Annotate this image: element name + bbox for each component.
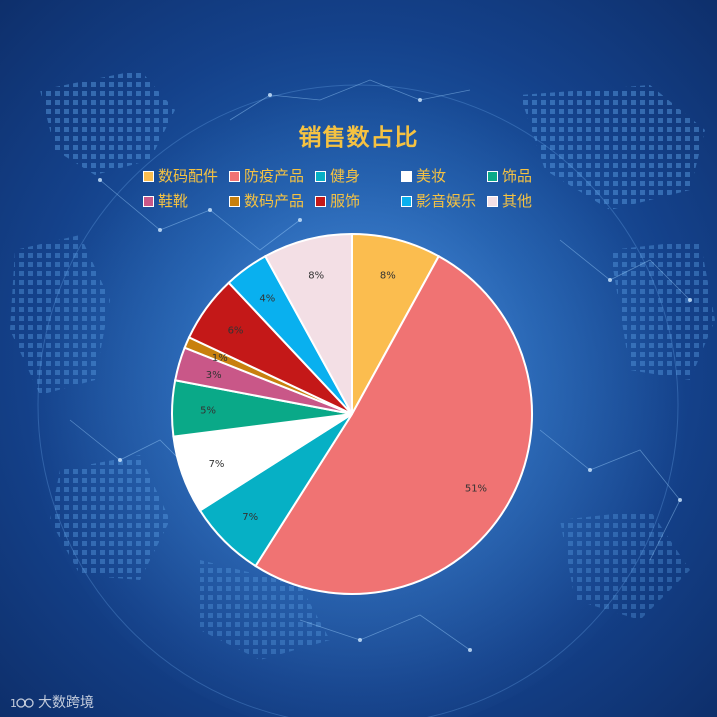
legend-label: 健身 [330,167,361,185]
legend-swatch [229,170,240,182]
pie-slice[interactable] [254,254,533,595]
legend-label: 饰品 [502,167,533,185]
legend-item[interactable]: 防疫产品 [229,167,304,185]
slice-label: 7% [209,459,225,470]
legend-label: 数码产品 [244,192,305,210]
legend-label: 其他 [502,192,533,210]
legend-swatch [143,170,154,182]
legend-swatch [487,195,498,207]
slice-label: 8% [380,271,396,282]
chart-legend: 数码配件 防疫产品 健身 美妆 饰品鞋靴 数码产品 服饰 影音娱乐 其他 [0,0,717,220]
slice-label: 7% [242,512,258,523]
legend-swatch [401,170,412,182]
legend-swatch [401,195,412,207]
legend-label: 鞋靴 [158,192,189,210]
legend-label: 数码配件 [158,167,219,185]
watermark-text: 大数跨境 [38,695,94,711]
legend-label: 美妆 [416,167,447,185]
watermark: 1 大数跨境 [10,692,94,712]
pie-slice[interactable] [351,232,441,415]
slice-label: 51% [465,483,487,494]
legend-item[interactable]: 数码产品 [229,192,304,210]
legend-item[interactable]: 美妆 [401,167,446,185]
legend-item[interactable]: 服饰 [315,192,360,210]
legend-label: 影音娱乐 [416,192,477,210]
legend-item[interactable]: 健身 [315,167,360,185]
slice-label: 5% [200,405,216,416]
slice-label: 6% [228,325,244,336]
legend-swatch [487,170,498,182]
legend-item[interactable]: 鞋靴 [143,192,188,210]
legend-item[interactable]: 饰品 [487,167,532,185]
legend-item[interactable]: 数码配件 [143,167,218,185]
legend-label: 防疫产品 [244,167,305,185]
slice-label: 3% [206,370,222,381]
legend-swatch [143,195,154,207]
brand-logo-icon: 1 [10,697,34,710]
legend-label: 服饰 [330,192,361,210]
legend-swatch [315,195,326,207]
slice-label: 1% [212,353,228,364]
legend-swatch [229,195,240,207]
chart-title: 销售数占比 [298,125,419,151]
slice-label: 4% [259,294,275,305]
legend-item[interactable]: 影音娱乐 [401,192,476,210]
legend-item[interactable]: 其他 [487,192,532,210]
pie-slice[interactable] [263,232,353,415]
slice-label: 8% [308,271,324,282]
svg-text:1: 1 [10,697,17,710]
legend-swatch [315,170,326,182]
